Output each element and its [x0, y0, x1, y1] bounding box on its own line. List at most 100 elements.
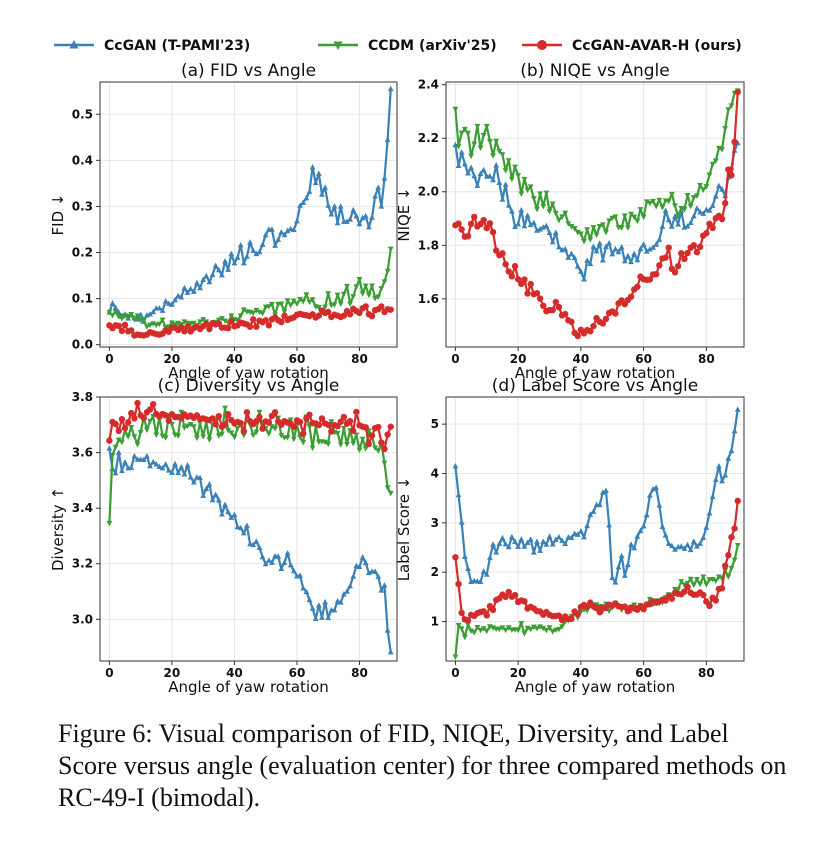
data-point — [718, 585, 726, 592]
data-point — [722, 472, 729, 478]
data-point — [562, 310, 569, 318]
data-point — [653, 241, 660, 247]
data-point — [612, 245, 619, 252]
data-point — [477, 145, 484, 152]
data-point — [131, 317, 138, 323]
data-point — [712, 597, 719, 604]
data-point — [568, 224, 575, 230]
data-point — [237, 241, 244, 248]
series-line — [108, 448, 392, 653]
data-point — [228, 313, 235, 319]
data-point — [206, 437, 213, 443]
x-axis-label: Angle of yaw rotation — [168, 364, 329, 382]
data-point — [652, 270, 660, 278]
data-point — [306, 188, 313, 194]
data-point — [325, 421, 332, 428]
data-point — [612, 579, 619, 585]
data-point — [540, 203, 547, 210]
data-point — [540, 302, 547, 309]
data-point — [290, 423, 298, 430]
data-point — [181, 328, 188, 335]
data-point — [631, 214, 638, 221]
data-point — [378, 303, 385, 310]
data-point — [365, 569, 372, 576]
data-point — [590, 225, 597, 231]
data-point — [109, 452, 116, 459]
data-point — [128, 464, 135, 470]
data-point — [618, 225, 625, 231]
data-point — [325, 614, 332, 621]
data-point — [359, 436, 366, 443]
x-tick-label: 40 — [573, 666, 590, 680]
y-axis-label: Diversity ↑ — [49, 487, 67, 571]
data-point — [381, 460, 388, 467]
data-point — [574, 229, 581, 236]
data-point — [150, 308, 157, 315]
data-point — [384, 431, 391, 438]
data-point — [118, 327, 126, 335]
data-point — [159, 307, 166, 313]
data-point — [300, 584, 307, 591]
data-point — [716, 574, 722, 580]
data-point — [347, 582, 353, 589]
data-point — [458, 149, 465, 155]
data-point — [253, 250, 260, 257]
data-point — [375, 423, 382, 431]
data-point — [178, 409, 185, 416]
data-point — [222, 258, 228, 264]
y-tick-label: 3.6 — [72, 446, 93, 460]
data-point — [353, 432, 360, 438]
data-point — [508, 273, 516, 280]
data-point — [634, 533, 641, 539]
data-point — [269, 226, 275, 232]
data-point — [334, 292, 341, 299]
data-point — [259, 311, 266, 317]
series-3 — [452, 497, 741, 624]
data-point — [587, 328, 594, 335]
data-point — [549, 306, 556, 314]
data-point — [527, 626, 534, 633]
data-point — [121, 424, 129, 432]
legend-label: CcGAN (T-PAMI'23) — [104, 38, 250, 54]
data-point — [265, 557, 272, 563]
data-point — [137, 318, 144, 324]
data-point — [537, 547, 543, 553]
data-point — [284, 549, 291, 556]
data-point — [734, 88, 741, 96]
data-point — [356, 563, 363, 570]
data-point — [665, 540, 672, 547]
data-point — [628, 211, 634, 218]
data-point — [474, 182, 481, 188]
y-tick-label: 1 — [431, 615, 439, 629]
data-point — [312, 179, 319, 186]
data-point — [656, 262, 663, 269]
series-1 — [452, 139, 741, 282]
y-tick-label: 3.4 — [72, 501, 93, 515]
data-point — [700, 591, 707, 599]
data-point — [672, 203, 678, 209]
data-point — [115, 427, 122, 435]
data-point — [712, 158, 719, 164]
data-point — [452, 106, 459, 113]
y-tick-label: 1.6 — [418, 292, 439, 306]
data-point — [203, 272, 210, 279]
data-point — [471, 141, 478, 148]
data-point — [372, 295, 378, 302]
data-point — [728, 172, 735, 179]
data-point — [309, 164, 316, 170]
data-point — [650, 485, 656, 492]
data-point — [209, 496, 216, 503]
data-point — [318, 415, 326, 422]
data-point — [511, 591, 519, 599]
data-point — [234, 426, 241, 432]
data-point — [694, 576, 700, 583]
data-point — [206, 325, 213, 333]
data-point — [325, 308, 332, 316]
data-point — [353, 212, 360, 219]
data-point — [334, 422, 341, 430]
data-point — [712, 476, 719, 482]
data-point — [187, 474, 194, 480]
data-point — [634, 283, 641, 290]
data-point — [483, 123, 490, 130]
